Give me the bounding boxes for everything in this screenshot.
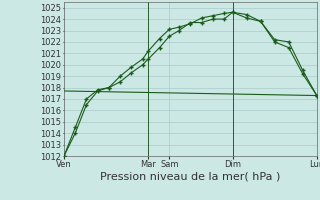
X-axis label: Pression niveau de la mer( hPa ): Pression niveau de la mer( hPa )	[100, 172, 281, 182]
